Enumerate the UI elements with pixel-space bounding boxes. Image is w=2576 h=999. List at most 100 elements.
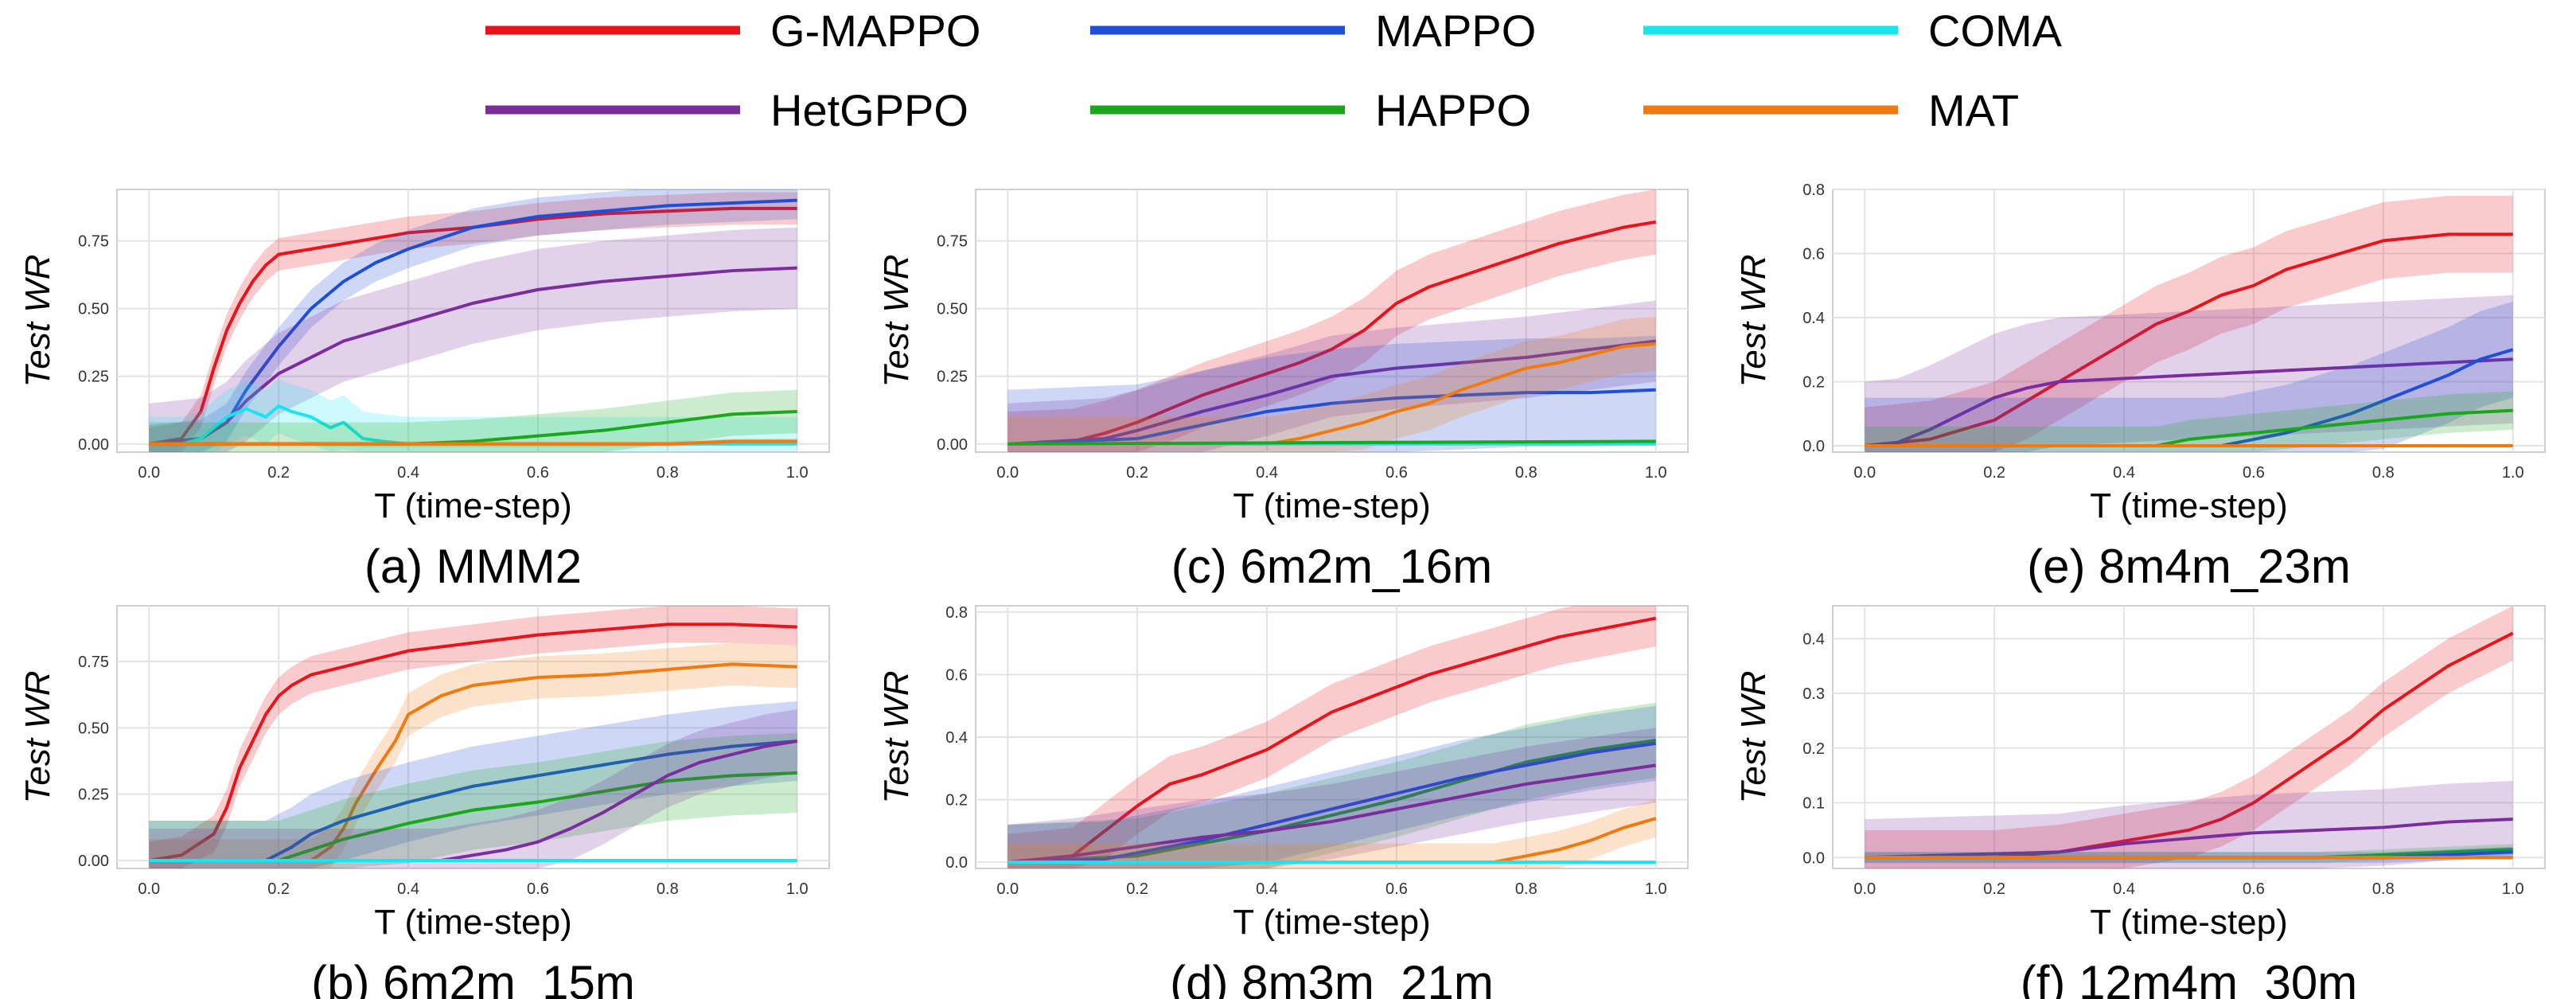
series-line-hetgppo: [1007, 763, 1657, 864]
y-tick-label: 0.25: [78, 369, 109, 386]
series-line-g-mappo: [1865, 232, 2513, 447]
y-tick-label: 0.4: [945, 729, 968, 747]
x-tick-label: 1.0: [1645, 880, 1667, 898]
series-band-coma: [149, 379, 797, 452]
series-band-g-mappo: [1007, 606, 1656, 868]
series-line-hetgppo: [1007, 339, 1656, 446]
series-line-hetgppo: [1865, 357, 2513, 447]
x-tick-label: 0.8: [1515, 880, 1537, 898]
y-axis-label: Test WR: [1734, 254, 1773, 387]
chart-panel-a-mmm2: 0.0 0.2 0.4 0.6 0.8 1.0 0.00 0.25 0.50 0.75 T (tim…: [18, 189, 830, 593]
series-band-g-mappo: [149, 192, 797, 452]
y-tick-label: 0.50: [937, 301, 968, 318]
y-tick-label: 0.75: [78, 233, 109, 251]
x-tick-label: 0.8: [657, 880, 679, 898]
series-band-mat: [1007, 316, 1656, 452]
x-axis-label: T (time-step): [2090, 903, 2288, 942]
series-line-mappo: [149, 198, 797, 446]
legend-label: MAPPO: [1375, 6, 1536, 56]
series-band-hetgppo: [1007, 728, 1656, 868]
chart-panel-e-8m4m-23m: 0.0 0.2 0.4 0.6 0.8 1.0 0.0 0.2 0.4 0.6 0.8 T (time…: [1734, 181, 2546, 593]
x-tick-label: 1.0: [2502, 880, 2524, 898]
x-axis-label: T (time-step): [1233, 903, 1431, 942]
subplot-caption: (c) 6m2m_16m: [1171, 540, 1492, 593]
y-tick-label: 0.2: [1802, 740, 1825, 758]
y-tick-label: 0.4: [1802, 630, 1825, 648]
x-tick-label: 0.2: [267, 464, 290, 482]
series-band-happo: [1007, 702, 1656, 868]
x-tick-label: 0.4: [2113, 880, 2135, 898]
series-line-g-mappo: [148, 206, 797, 446]
legend-label: HetGPPO: [770, 85, 968, 135]
x-tick-label: 0.6: [527, 880, 549, 898]
y-axis-label: Test WR: [1734, 670, 1773, 803]
legend-label: G-MAPPO: [770, 6, 980, 56]
series-group: [1007, 606, 1657, 868]
x-tick-label: 0.4: [2113, 464, 2135, 482]
x-tick-label: 0.8: [2372, 880, 2395, 898]
x-tick-label: 0.6: [2243, 464, 2265, 482]
chart-panels: 0.0 0.2 0.4 0.6 0.8 1.0 0.00 0.25 0.50 0.75 T (tim…: [18, 181, 2546, 999]
series-line-g-mappo: [148, 622, 797, 862]
x-tick-label: 1.0: [786, 464, 809, 482]
subplot-caption: (d) 8m3m_21m: [1170, 956, 1494, 999]
y-axis-label: Test WR: [18, 254, 57, 387]
series-line-coma: [149, 404, 797, 446]
legend-label: MAT: [1928, 85, 2019, 135]
y-tick-label: 0.25: [78, 786, 109, 804]
plot-area: [975, 189, 1689, 453]
series-band-hetgppo: [149, 709, 797, 868]
series-band-mat: [1007, 799, 1656, 868]
legend-entry-mappo: MAPPO: [1090, 6, 1536, 56]
x-tick-label: 1.0: [2502, 464, 2524, 482]
x-axis-label: T (time-step): [374, 486, 572, 525]
series-band-mappo: [1007, 705, 1656, 868]
chart-panel-f-12m4m-30m: 0.0 0.2 0.4 0.6 0.8 1.0 0.0 0.1 0.2 0.3 0.4 T (time…: [1734, 605, 2546, 999]
x-tick-label: 0.6: [1385, 880, 1408, 898]
x-tick-label: 0.4: [397, 464, 419, 482]
x-tick-label: 0.8: [1515, 464, 1537, 482]
plot-area: [1832, 189, 2546, 453]
series-line-mappo: [1007, 388, 1656, 446]
y-tick-label: 0.0: [945, 854, 968, 872]
x-tick-label: 0.6: [1385, 464, 1408, 482]
plot-area: [116, 605, 830, 869]
x-tick-label: 0.4: [1256, 880, 1278, 898]
x-tick-label: 1.0: [1645, 464, 1667, 482]
y-tick-label: 0.0: [1802, 849, 1825, 867]
x-tick-label: 1.0: [786, 880, 809, 898]
legend-entry-g-mappo: G-MAPPO: [485, 6, 980, 56]
series-line-hetgppo: [149, 266, 797, 446]
y-tick-label: 0.00: [78, 436, 109, 454]
x-tick-label: 0.8: [657, 464, 679, 482]
series-group: [1865, 196, 2514, 452]
y-tick-label: 0.1: [1802, 795, 1825, 813]
y-tick-label: 0.4: [1802, 310, 1825, 327]
series-line-mat: [149, 439, 797, 446]
subplot-caption: (b) 6m2m_15m: [311, 956, 635, 999]
series-group: [148, 189, 797, 452]
y-tick-label: 0.00: [78, 853, 109, 870]
x-tick-label: 0.0: [996, 464, 1019, 482]
series-line-happo: [149, 771, 797, 862]
subplot-caption: (f) 12m4m_30m: [2021, 956, 2357, 999]
y-tick-label: 0.6: [1802, 245, 1825, 263]
series-line-g-mappo: [1007, 616, 1657, 864]
series-group: [1865, 606, 2514, 868]
series-band-happo: [1865, 391, 2513, 452]
series-band-g-mappo: [1007, 189, 1656, 452]
x-axis-label: T (time-step): [2090, 486, 2288, 525]
series-line-hetgppo: [149, 739, 798, 862]
y-axis-label: Test WR: [877, 670, 916, 803]
x-tick-label: 0.0: [138, 880, 160, 898]
y-axis-label: Test WR: [18, 670, 57, 803]
y-tick-label: 0.6: [945, 666, 968, 684]
x-tick-label: 0.2: [1983, 464, 2005, 482]
legend-entry-happo: HAPPO: [1090, 85, 1531, 135]
x-axis-label: T (time-step): [374, 903, 572, 942]
series-band-g-mappo: [1865, 606, 2513, 868]
x-tick-label: 0.2: [1126, 464, 1148, 482]
y-tick-label: 0.00: [937, 436, 968, 454]
subplot-caption: (a) MMM2: [364, 540, 582, 593]
x-tick-label: 0.6: [2243, 880, 2265, 898]
